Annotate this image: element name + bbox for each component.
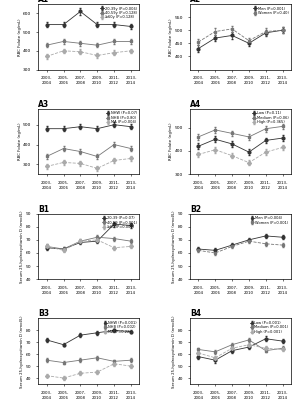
Text: A1: A1	[38, 0, 49, 4]
Text: A4: A4	[190, 100, 201, 109]
Legend: NHW (P=0.07), NHB (P=0.80), MA (P=0.004): NHW (P=0.07), NHB (P=0.80), MA (P=0.004)	[105, 111, 138, 125]
Text: B2: B2	[190, 204, 201, 214]
Legend: 20-39 (P=0.07), 40-59 (P=0.001), ≥60 (P=0.001): 20-39 (P=0.07), 40-59 (P=0.001), ≥60 (P=…	[101, 216, 138, 230]
Text: B1: B1	[38, 204, 49, 214]
Legend: Men (P=0.004), Women (P=0.001): Men (P=0.004), Women (P=0.001)	[250, 216, 289, 225]
Text: A2: A2	[190, 0, 201, 4]
Text: B3: B3	[38, 309, 49, 318]
Legend: NHW (P=0.001), NHB (P=0.002), MA (P=0.22): NHW (P=0.001), NHB (P=0.002), MA (P=0.22…	[103, 320, 138, 334]
Y-axis label: Serum 25-hydroxyvitamin D (nmol/L): Serum 25-hydroxyvitamin D (nmol/L)	[172, 315, 176, 388]
Text: A3: A3	[38, 100, 49, 109]
Legend: 20-39y (P=0.006), 40-59y (P=0.128), ≥60y (P=0.128): 20-39y (P=0.006), 40-59y (P=0.128), ≥60y…	[99, 6, 138, 20]
Y-axis label: RBC Folate (ng/mL): RBC Folate (ng/mL)	[18, 18, 21, 56]
Y-axis label: RBC Folate (ng/mL): RBC Folate (ng/mL)	[169, 123, 173, 160]
Y-axis label: Serum 25-hydroxyvitamin D (nmol/L): Serum 25-hydroxyvitamin D (nmol/L)	[20, 315, 24, 388]
Y-axis label: RBC Folate (ng/mL): RBC Folate (ng/mL)	[169, 18, 173, 56]
Legend: Low (P=0.001), Medium (P=0.001), High (P=0.001): Low (P=0.001), Medium (P=0.001), High (P…	[249, 320, 289, 334]
Y-axis label: Serum 25-hydroxyvitamin D (nmol/L): Serum 25-hydroxyvitamin D (nmol/L)	[172, 210, 176, 283]
Y-axis label: Serum 25-hydroxyvitamin D (nmol/L): Serum 25-hydroxyvitamin D (nmol/L)	[20, 210, 24, 283]
Legend: Low (P=0.11), Medium (P=0.06), High (P=0.365): Low (P=0.11), Medium (P=0.06), High (P=0…	[251, 111, 289, 125]
Text: B4: B4	[190, 309, 201, 318]
Legend: Men (P=0.001), Women (P=0.40): Men (P=0.001), Women (P=0.40)	[252, 6, 289, 16]
Y-axis label: RBC Folate (ng/mL): RBC Folate (ng/mL)	[18, 123, 21, 160]
